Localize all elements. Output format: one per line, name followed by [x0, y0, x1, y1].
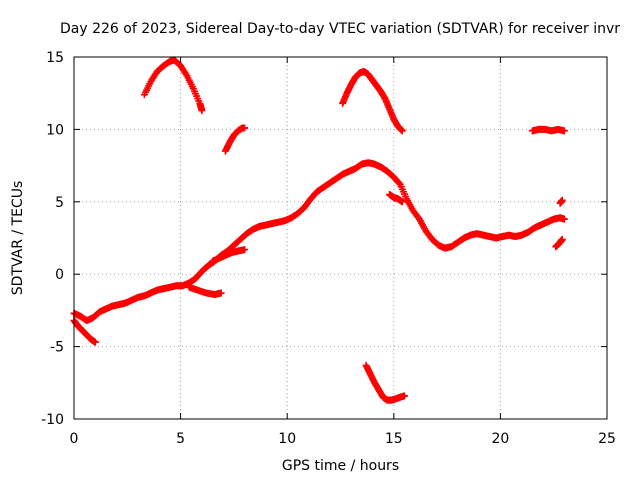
data-point: [91, 338, 99, 346]
axis-ticks: 0 5 10 15 20 25 -10 -5 0 5 10 15: [41, 50, 616, 447]
data-point: [241, 246, 249, 254]
y-tick-label: 5: [55, 195, 64, 211]
data-point: [400, 392, 408, 400]
y-tick-label: 0: [55, 267, 64, 283]
x-axis-label: GPS time / hours: [282, 458, 399, 474]
series-4: [339, 67, 406, 135]
data-point: [198, 107, 206, 115]
series-8: [209, 246, 249, 265]
data-points: [70, 56, 568, 404]
series-7: [362, 361, 408, 404]
series-11: [552, 235, 566, 251]
y-tick-label: -10: [41, 412, 64, 428]
series-9: [185, 283, 225, 298]
series-2: [140, 56, 206, 115]
series-6: [70, 317, 99, 346]
y-tick-label: 10: [46, 122, 64, 138]
grid-lines: [74, 57, 607, 419]
data-point: [398, 198, 406, 206]
data-point: [560, 215, 568, 223]
data-point: [398, 127, 406, 135]
chart-title: Day 226 of 2023, Sidereal Day-to-day VTE…: [60, 21, 620, 37]
data-point: [558, 196, 566, 204]
series-12: [556, 196, 566, 207]
series-5: [528, 125, 568, 135]
series-10: [386, 191, 406, 206]
series-1: [70, 159, 568, 325]
series-3: [221, 124, 249, 155]
data-point: [395, 179, 403, 187]
data-point: [241, 124, 249, 132]
x-tick-label: 20: [491, 431, 509, 447]
y-tick-label: -5: [50, 340, 64, 356]
y-axis-label: SDTVAR / TECUs: [10, 181, 26, 296]
data-point: [560, 127, 568, 135]
x-tick-label: 5: [176, 431, 185, 447]
x-tick-label: 0: [70, 431, 79, 447]
data-point: [558, 235, 566, 243]
y-tick-label: 15: [46, 50, 64, 66]
x-tick-label: 15: [385, 431, 403, 447]
x-tick-label: 25: [598, 431, 616, 447]
plot-frame: [73, 56, 608, 420]
x-tick-label: 10: [278, 431, 296, 447]
data-point: [217, 289, 225, 297]
